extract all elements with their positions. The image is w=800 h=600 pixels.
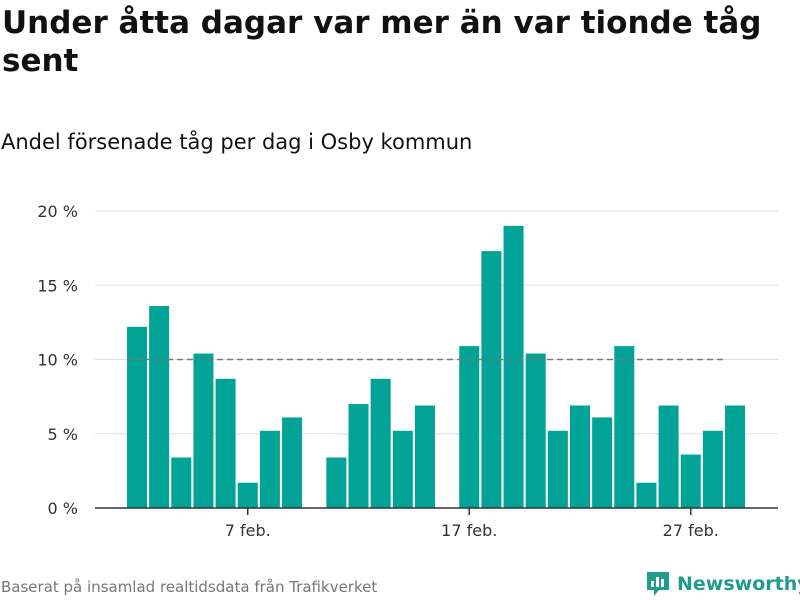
- bar: [414, 405, 435, 508]
- bar: [193, 353, 214, 508]
- y-tick-label: 15 %: [37, 276, 78, 295]
- bar-chart: 0 % 5 % 10 % 15 % 20 % 7 feb. 17 feb. 27 feb.: [37, 202, 778, 540]
- bar: [348, 404, 369, 508]
- bar: [614, 346, 635, 508]
- chart-title: Under åtta dagar var mer än var tionde t…: [2, 5, 762, 79]
- bar: [592, 417, 613, 508]
- bar: [636, 482, 657, 508]
- brand-name: Newsworthy: [677, 573, 800, 595]
- bar: [702, 430, 723, 508]
- bar: [392, 430, 413, 508]
- bar: [215, 378, 236, 508]
- bar: [326, 457, 347, 508]
- y-tick-label: 10 %: [37, 351, 78, 370]
- brand-logo: Newsworthy: [645, 569, 800, 599]
- bar: [725, 405, 746, 508]
- bar: [149, 306, 170, 508]
- bar: [547, 430, 568, 508]
- bar: [237, 482, 258, 508]
- bar: [259, 430, 280, 508]
- source-note: Baserat på insamlad realtidsdata från Tr…: [1, 578, 378, 596]
- x-tick-label: 27 feb.: [663, 521, 719, 540]
- bar: [503, 225, 524, 508]
- bar: [459, 346, 480, 508]
- x-tick-label: 7 feb.: [225, 521, 271, 540]
- bar: [171, 457, 192, 508]
- bar: [680, 454, 701, 508]
- y-tick-label: 20 %: [37, 202, 78, 221]
- y-tick-label: 0 %: [48, 499, 78, 518]
- bar: [570, 405, 590, 508]
- bar: [481, 251, 502, 508]
- bar: [127, 326, 147, 508]
- bar: [658, 405, 679, 508]
- bar: [282, 417, 303, 508]
- bar: [370, 378, 391, 508]
- bar: [525, 353, 546, 508]
- y-tick-label: 5 %: [48, 425, 78, 444]
- x-tick-label: 17 feb.: [441, 521, 497, 540]
- bar-chart-speech-bubble-icon: [647, 572, 669, 596]
- chart-subtitle: Andel försenade tåg per dag i Osby kommu…: [1, 130, 473, 154]
